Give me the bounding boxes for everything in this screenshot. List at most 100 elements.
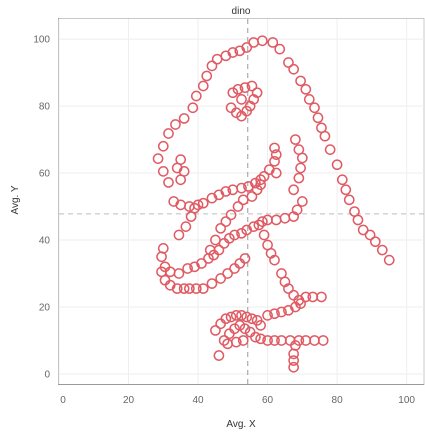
- data-point: [250, 177, 261, 189]
- x-tick-label: 20: [123, 395, 135, 406]
- x-tick-label: 60: [262, 395, 274, 406]
- data-point: [383, 254, 395, 266]
- data-point: [170, 119, 181, 130]
- y-tick-label: 40: [39, 236, 51, 247]
- data-point: [163, 128, 174, 139]
- data-point: [173, 268, 185, 279]
- data-point: [288, 63, 299, 75]
- data-point: [201, 70, 213, 82]
- data-point: [152, 153, 164, 164]
- data-point: [276, 306, 287, 318]
- data-point: [246, 80, 258, 92]
- x-tick-label: 40: [192, 395, 204, 406]
- y-tick-label: 0: [44, 369, 50, 380]
- data-point: [253, 219, 265, 231]
- data-point: [203, 253, 214, 264]
- data-point: [230, 107, 242, 119]
- y-tick-labels: 0 20 40 60 80 100: [33, 35, 50, 381]
- data-point: [230, 310, 242, 321]
- data-point: [232, 201, 244, 212]
- data-point: [269, 142, 280, 154]
- y-tick-label: 60: [39, 169, 51, 180]
- data-point: [319, 130, 331, 142]
- data-point: [269, 308, 280, 320]
- data-point: [178, 113, 190, 124]
- data-point: [267, 37, 279, 48]
- data-point: [251, 87, 263, 99]
- data-point: [187, 102, 199, 114]
- data-point: [291, 204, 303, 216]
- data-point: [157, 166, 169, 177]
- data-point: [352, 214, 364, 226]
- data-point: [232, 83, 244, 95]
- x-tick-label: 100: [398, 395, 415, 406]
- data-point: [220, 186, 232, 197]
- data-point: [237, 335, 249, 346]
- data-point: [225, 209, 237, 221]
- data-point: [190, 90, 202, 102]
- data-point: [171, 283, 183, 294]
- data-point: [283, 57, 294, 68]
- x-tick-labels: 0 20 40 60 80 100: [60, 395, 415, 406]
- data-point: [369, 236, 381, 248]
- data-point: [184, 283, 195, 294]
- data-point: [290, 134, 301, 145]
- data-point: [251, 184, 263, 196]
- data-point: [213, 244, 225, 256]
- data-point: [175, 174, 187, 186]
- data-point: [241, 311, 253, 323]
- panel-header-band: [58, 4, 424, 18]
- data-point: [309, 102, 320, 114]
- data-point: [157, 140, 169, 152]
- data-point: [270, 149, 282, 160]
- data-point: [215, 273, 226, 284]
- data-point: [239, 253, 251, 264]
- data-point: [376, 244, 388, 256]
- data-point: [255, 174, 266, 186]
- data-point: [210, 325, 221, 336]
- data-point: [316, 291, 327, 303]
- data-point: [239, 82, 251, 93]
- data-point: [269, 335, 280, 346]
- y-tick-label: 20: [39, 302, 51, 313]
- data-point: [246, 191, 258, 202]
- data-point: [215, 222, 226, 234]
- data-point: [317, 335, 329, 346]
- data-point: [357, 224, 369, 236]
- data-point: [222, 268, 233, 279]
- data-point: [300, 291, 312, 303]
- data-point: [197, 197, 209, 209]
- data-point: [300, 83, 312, 95]
- data-point: [229, 323, 240, 335]
- data-point: [236, 227, 247, 239]
- data-point: [227, 87, 239, 99]
- data-point: [182, 263, 193, 274]
- data-point: [343, 194, 355, 206]
- data-point: [290, 301, 301, 313]
- data-point: [257, 216, 268, 227]
- data-point: [295, 75, 306, 87]
- data-points: [152, 35, 395, 373]
- x-axis-title: Avg. X: [226, 419, 256, 430]
- data-point: [236, 94, 247, 105]
- data-point: [241, 42, 253, 53]
- data-point: [331, 159, 343, 171]
- data-point: [296, 196, 308, 207]
- data-point: [250, 331, 261, 343]
- data-point: [234, 320, 246, 331]
- data-point: [257, 35, 268, 47]
- x-tick-label: 80: [332, 395, 344, 406]
- data-point: [262, 310, 273, 321]
- data-point: [236, 182, 247, 194]
- data-point: [293, 335, 305, 346]
- data-point: [246, 313, 258, 325]
- data-point: [248, 221, 260, 232]
- data-point: [293, 172, 305, 184]
- data-point: [340, 184, 352, 196]
- data-point: [223, 232, 235, 244]
- data-point: [230, 336, 242, 348]
- data-point: [218, 335, 230, 346]
- data-point: [288, 348, 299, 360]
- y-tick-label: 80: [39, 102, 51, 113]
